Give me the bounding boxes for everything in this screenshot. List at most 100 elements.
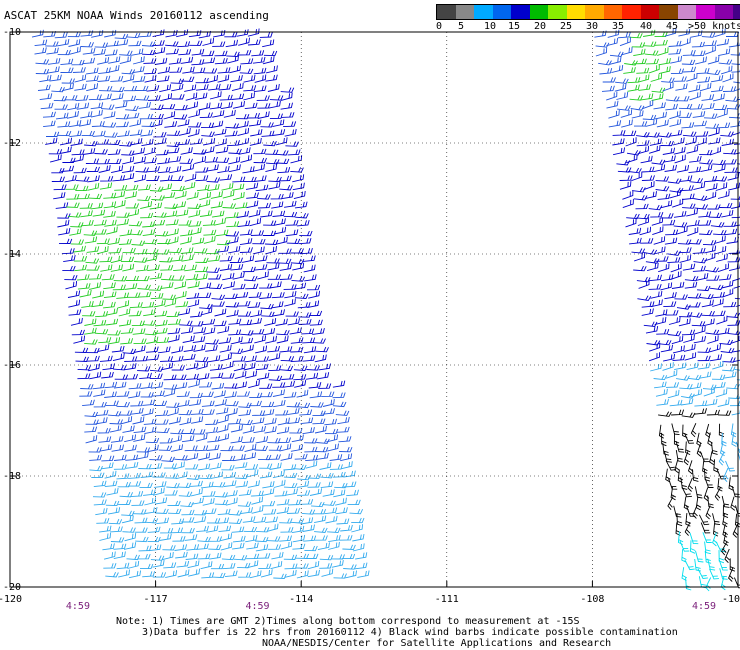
- wind-barb: [84, 426, 98, 433]
- wind-barb: [248, 119, 262, 127]
- wind-barb: [281, 192, 294, 200]
- wind-barb: [151, 195, 165, 201]
- wind-barb: [133, 434, 146, 442]
- wind-barb: [122, 527, 136, 533]
- wind-barb: [191, 48, 205, 56]
- wind-barb: [718, 48, 731, 57]
- wind-barb: [209, 91, 222, 100]
- legend-label: 30: [586, 21, 599, 32]
- wind-barb: [322, 399, 335, 407]
- wind-barb: [300, 417, 314, 425]
- wind-barb: [262, 328, 276, 336]
- wind-barb: [64, 175, 77, 183]
- wind-barb: [61, 165, 75, 172]
- wind-barb: [655, 309, 668, 317]
- wind-barb: [34, 47, 47, 55]
- wind-barb: [680, 185, 694, 192]
- wind-barb: [245, 283, 259, 290]
- wind-barb: [267, 262, 280, 271]
- legend-swatch: [585, 5, 604, 19]
- wind-barb: [124, 363, 137, 371]
- wind-barb: [95, 311, 109, 318]
- wind-barb: [727, 172, 740, 181]
- wind-barb: [645, 191, 657, 200]
- wind-barb: [108, 158, 122, 165]
- wind-barb: [184, 264, 197, 272]
- wind-barb: [86, 67, 99, 75]
- wind-barb: [286, 238, 301, 244]
- wind-barb: [724, 228, 738, 236]
- wind-barb: [271, 292, 285, 299]
- wind-barb: [275, 318, 288, 326]
- wind-barb: [226, 236, 239, 245]
- wind-barb: [109, 526, 123, 533]
- wind-barb: [74, 74, 87, 83]
- wind-barb: [178, 49, 192, 56]
- wind-barb: [238, 572, 252, 578]
- wind-barb: [120, 338, 134, 345]
- wind-barb: [686, 505, 696, 517]
- wind-barb: [231, 445, 245, 451]
- wind-barb: [274, 226, 287, 235]
- wind-barb: [266, 536, 281, 542]
- wind-barb: [289, 428, 303, 434]
- wind-barb: [712, 513, 721, 526]
- wind-barb: [644, 50, 659, 56]
- wind-barb: [194, 266, 209, 273]
- wind-barb: [717, 399, 730, 408]
- wind-barb: [132, 416, 145, 425]
- wind-barb: [318, 383, 332, 389]
- wind-barb: [276, 426, 290, 435]
- wind-barb: [129, 230, 143, 236]
- wind-barb: [286, 508, 301, 514]
- wind-barb: [173, 201, 187, 209]
- wind-barb: [180, 147, 193, 155]
- wind-barb: [705, 329, 720, 335]
- wind-barb: [135, 536, 149, 543]
- wind-barb: [246, 469, 259, 478]
- wind-barb: [222, 203, 236, 209]
- wind-barb: [142, 229, 156, 237]
- wind-barb: [636, 140, 650, 147]
- wind-barb: [194, 248, 208, 254]
- wind-barb: [263, 508, 277, 515]
- wind-barb: [670, 68, 685, 75]
- wind-barb: [118, 319, 132, 327]
- wind-barb: [683, 496, 690, 511]
- wind-barb: [193, 516, 207, 524]
- wind-barb: [94, 149, 108, 155]
- wind-barb: [702, 102, 715, 110]
- wind-barb: [714, 486, 722, 501]
- wind-barb: [93, 480, 107, 488]
- wind-barb: [664, 292, 677, 300]
- wind-barb: [191, 497, 204, 505]
- wind-barb: [187, 560, 200, 569]
- wind-barb: [340, 461, 353, 470]
- wind-barb: [697, 355, 711, 362]
- wind-barb: [51, 176, 65, 182]
- wind-barb: [82, 311, 96, 317]
- wind-barb: [705, 505, 712, 520]
- wind-barb: [693, 181, 706, 191]
- wind-barb: [68, 299, 81, 308]
- wind-barb: [673, 210, 687, 218]
- wind-barb: [217, 165, 230, 174]
- wind-barb: [307, 473, 322, 479]
- wind-barb: [694, 408, 707, 415]
- wind-barb: [246, 560, 259, 569]
- wind-barb: [119, 50, 133, 56]
- wind-barb: [257, 103, 271, 109]
- wind-barb: [301, 328, 315, 335]
- wind-barb: [262, 230, 277, 236]
- wind-barb: [47, 66, 60, 74]
- wind-barb: [168, 57, 182, 65]
- wind-barb: [156, 75, 170, 83]
- wind-barb: [675, 450, 684, 463]
- wind-barb: [712, 381, 726, 389]
- wind-barb: [209, 552, 222, 560]
- wind-barb: [237, 501, 252, 507]
- wind-barb: [283, 464, 297, 471]
- wind-barb: [275, 236, 288, 245]
- wind-barb: [297, 474, 311, 481]
- wind-barb: [127, 292, 141, 298]
